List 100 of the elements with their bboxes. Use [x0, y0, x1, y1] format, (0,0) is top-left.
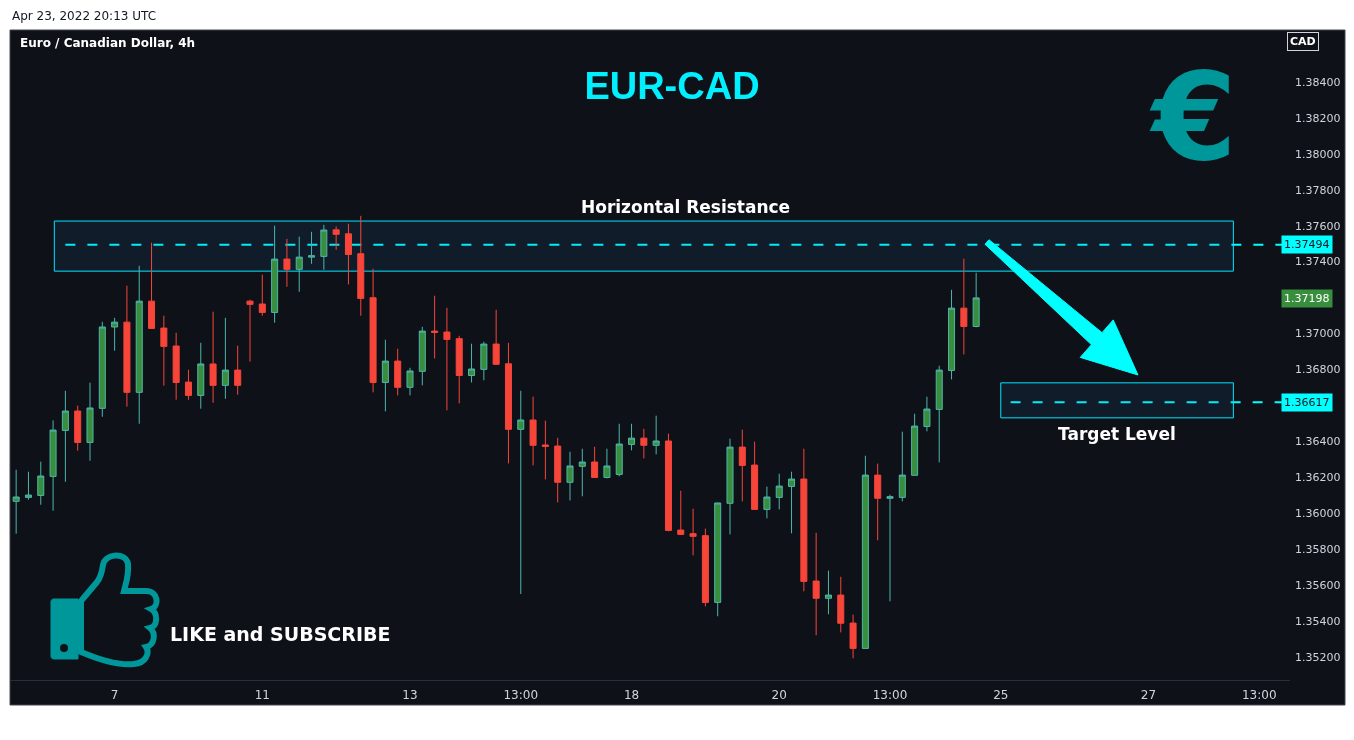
candlestick	[271, 225, 279, 324]
candlestick	[135, 265, 143, 425]
candlestick	[701, 528, 709, 607]
candlestick	[972, 272, 980, 328]
candlestick	[911, 413, 919, 476]
x-tick-label: 18	[623, 688, 640, 703]
candlestick	[874, 463, 882, 541]
candlestick	[566, 451, 574, 501]
candlestick	[283, 238, 291, 288]
candlestick	[357, 215, 365, 317]
y-tick-label: 1.36800	[1295, 363, 1341, 377]
candlestick	[480, 341, 488, 381]
candlestick	[197, 342, 205, 410]
candlestick	[738, 429, 746, 502]
candlestick	[295, 236, 303, 293]
candlestick	[714, 502, 722, 617]
annotation: 1.37198	[1284, 292, 1330, 305]
text: Apr 23, 2022 20:13 UTC	[12, 9, 157, 23]
candlestick	[861, 455, 869, 649]
candlestick	[209, 311, 217, 404]
candlestick	[800, 448, 808, 592]
candlestick	[948, 289, 956, 380]
candlestick	[640, 428, 648, 459]
candlestick	[12, 469, 20, 535]
x-tick-label: 27	[1140, 688, 1157, 703]
y-tick-label: 1.37000	[1295, 327, 1341, 341]
candlestick	[886, 494, 894, 602]
x-tick-label: 13:00	[1241, 688, 1277, 703]
candlestick	[246, 300, 254, 363]
x-tick-label: 7	[110, 688, 119, 703]
y-tick-label: 1.35800	[1295, 542, 1341, 556]
candlestick	[468, 343, 476, 383]
candlestick	[258, 274, 266, 317]
candlestick	[837, 576, 845, 633]
candlestick	[812, 532, 820, 636]
candlestick	[824, 570, 832, 615]
candlestick	[541, 420, 549, 480]
candlestick	[529, 396, 537, 466]
candlestick	[344, 223, 352, 285]
candlestick	[898, 431, 906, 502]
candlestick	[86, 382, 94, 462]
candlestick	[591, 446, 599, 478]
candlestick	[381, 339, 389, 412]
y-tick-label: 1.38200	[1295, 111, 1341, 125]
x-tick-label: 13	[402, 688, 418, 703]
candlestick	[431, 295, 439, 359]
candlestick	[148, 242, 156, 329]
candlestick	[406, 367, 414, 396]
candlestick	[24, 471, 32, 501]
candlestick	[628, 423, 636, 451]
x-tick-label: 11	[254, 688, 270, 703]
candlestick	[615, 423, 623, 477]
candlestick	[111, 317, 119, 352]
candlestick	[788, 471, 796, 534]
candlestick	[308, 231, 316, 265]
band-label: Target Level	[1058, 424, 1176, 444]
text: Euro / Canadian Dollar, 4h	[20, 36, 196, 50]
y-tick-label: 1.36200	[1295, 470, 1341, 484]
candlestick	[234, 345, 242, 396]
x-tick-label: 13:00	[503, 688, 539, 703]
candlestick	[751, 441, 759, 510]
candlestick	[517, 390, 525, 595]
x-tick-label: 25	[993, 688, 1009, 703]
candlestick	[369, 268, 377, 393]
y-tick-label: 1.38400	[1295, 75, 1341, 89]
band-label: Horizontal Resistance	[581, 197, 791, 217]
candlestick	[320, 224, 328, 271]
candlestick	[849, 614, 857, 659]
x-tick-label: 20	[771, 688, 787, 703]
text: EUR-CAD	[584, 65, 760, 108]
candlestick	[960, 258, 968, 355]
annotation: LIKE and SUBSCRIBE	[170, 623, 391, 645]
annotation: CAD	[1290, 35, 1316, 48]
candlestick	[578, 448, 586, 497]
y-tick-label: 1.36400	[1295, 435, 1341, 449]
candlestick	[184, 369, 192, 401]
candlestick	[49, 419, 57, 512]
candlestick	[455, 335, 463, 404]
candlestick	[726, 438, 734, 535]
candlestick	[221, 317, 229, 400]
candlestick	[652, 415, 660, 455]
candlestick	[172, 332, 180, 401]
candlestick	[418, 326, 426, 386]
candlestick	[554, 437, 562, 503]
candlestick	[775, 473, 783, 510]
y-tick-label: 1.37800	[1295, 183, 1341, 197]
y-tick-label: 1.37600	[1295, 219, 1341, 233]
candlestick	[677, 490, 685, 535]
y-tick-label: 1.35200	[1295, 650, 1341, 664]
ref-line-label: 1.36617	[1284, 396, 1330, 409]
x-tick-label: 13:00	[872, 688, 908, 703]
ref-line-label: 1.37494	[1284, 238, 1330, 251]
candlestick	[504, 342, 512, 464]
candlestick	[61, 390, 69, 483]
candlestick	[689, 508, 697, 556]
annotation: €	[1149, 46, 1237, 188]
candlestick	[664, 433, 672, 532]
y-tick-label: 1.37400	[1295, 255, 1341, 269]
candlestick	[935, 365, 943, 463]
candlestick	[492, 309, 500, 365]
